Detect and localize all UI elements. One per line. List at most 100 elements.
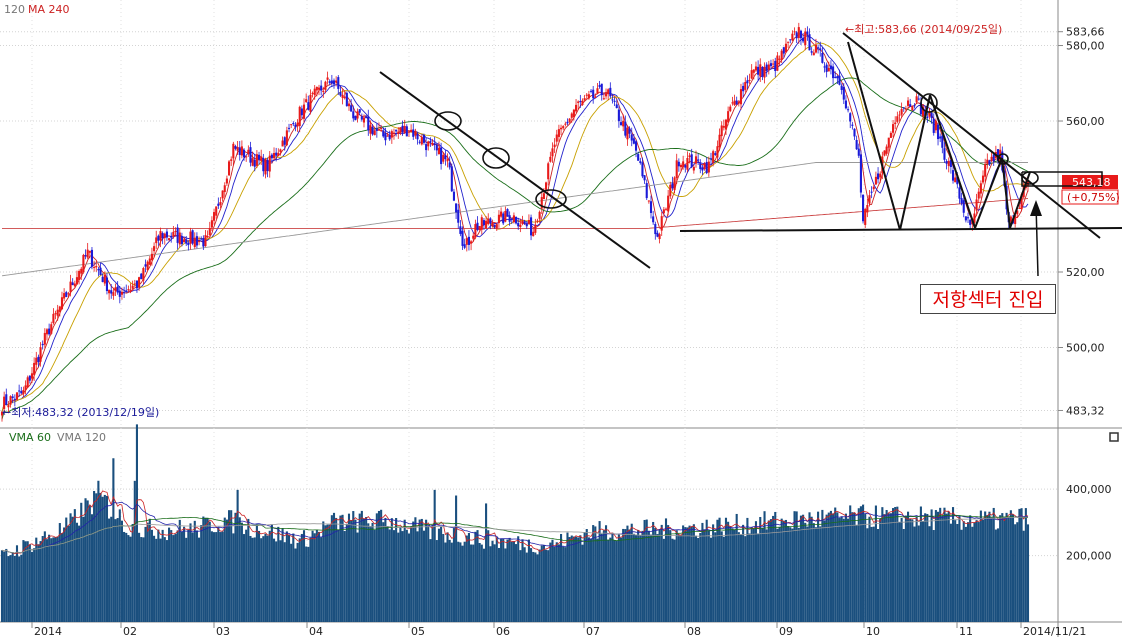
volume-bar (735, 513, 738, 622)
volume-bar (817, 511, 820, 622)
volume-bar (195, 530, 198, 622)
volume-bar (28, 544, 31, 622)
candle-body (551, 148, 554, 157)
volume-bar (142, 537, 145, 622)
candle-body (270, 154, 273, 159)
candle-body (82, 254, 85, 273)
volume-bar (757, 533, 760, 622)
panel-close-icon (1109, 432, 1119, 442)
candle-body (879, 173, 882, 178)
candle-body (253, 159, 256, 167)
candle-body (0, 411, 4, 416)
candle-body (634, 141, 638, 151)
volume-bar (380, 509, 383, 622)
candle-body (763, 66, 766, 78)
volume-bar (489, 546, 492, 622)
candle-body (930, 112, 933, 119)
candle-body (335, 80, 338, 83)
volume-bar (300, 533, 303, 622)
volume-bar (763, 511, 766, 622)
volume-bar (759, 516, 762, 622)
volume-bar (485, 503, 488, 622)
volume-bar (789, 527, 792, 622)
volume-bar (0, 550, 4, 622)
date-tick-label: 2014 (34, 625, 62, 637)
volume-bar (373, 529, 376, 622)
candle-body (703, 163, 706, 170)
candle-body (105, 277, 109, 291)
candle-body (731, 102, 734, 104)
candle-body (330, 80, 333, 84)
candle-body (461, 230, 464, 246)
volume-bar (587, 537, 590, 622)
volume-bar (78, 525, 81, 622)
volume-bar (13, 555, 16, 622)
candle-body (637, 154, 640, 161)
volume-bar (455, 495, 458, 622)
candle-body (1026, 179, 1030, 186)
volume-bar (622, 528, 625, 622)
date-tick-label: 10 (866, 625, 880, 637)
volume-bar (682, 525, 685, 622)
volume-bar (371, 522, 374, 622)
date-tick-label: 02 (123, 625, 137, 637)
current-price-label: 543,18 (1072, 176, 1111, 189)
volume-tick-label: 400,000 (1066, 483, 1112, 496)
candle-body (812, 52, 815, 56)
candle-body (232, 143, 235, 159)
volume-bar (163, 537, 166, 622)
candle-body (864, 208, 867, 225)
candle-body (613, 100, 616, 102)
volume-bar (634, 535, 638, 622)
volume-bar (1020, 508, 1023, 622)
volume-bar (232, 533, 235, 622)
volume-bar (101, 496, 104, 622)
volume-bar (688, 525, 691, 622)
candle-body (223, 185, 226, 193)
candle-body (716, 146, 719, 158)
volume-bar (549, 542, 552, 622)
candle-body (369, 125, 372, 134)
volume-bar (664, 518, 668, 622)
candle-body (570, 113, 573, 118)
volume-bar (521, 539, 524, 622)
volume-bar (641, 530, 644, 622)
candle-body (502, 213, 505, 224)
candle-body (692, 166, 695, 171)
pattern-circle (482, 147, 510, 169)
candle-body (294, 124, 297, 128)
candle-body (607, 89, 610, 95)
volume-bar (292, 533, 295, 622)
volume-bar (320, 537, 323, 622)
candle-body (90, 249, 94, 267)
candle-body (146, 261, 149, 271)
volume-bar (928, 526, 931, 622)
volume-bar (504, 548, 507, 622)
candle-body (48, 328, 51, 335)
candle-body (870, 191, 873, 193)
volume-bar (236, 489, 239, 622)
candle-body (966, 217, 970, 219)
candle-body (795, 32, 798, 39)
candle-body (534, 224, 537, 233)
candle-body (230, 159, 233, 161)
candle-body (242, 149, 246, 158)
candle-body (626, 127, 629, 140)
volume-bar (799, 515, 803, 622)
candle-body (851, 124, 854, 126)
candle-body (849, 113, 852, 122)
volume-bar (131, 523, 134, 622)
candle-body (437, 148, 441, 155)
volume-bar (30, 551, 34, 622)
volume-bar (947, 511, 950, 622)
volume-bar (390, 518, 393, 622)
volume-bar (180, 531, 183, 622)
candle-body (125, 290, 128, 292)
volume-bar (984, 511, 987, 622)
volume-bar (1022, 530, 1025, 622)
candle-body (750, 70, 753, 79)
volume-bar (532, 551, 535, 622)
volume-bar (510, 541, 513, 622)
volume-bar (213, 532, 216, 622)
candle-body (80, 268, 83, 274)
